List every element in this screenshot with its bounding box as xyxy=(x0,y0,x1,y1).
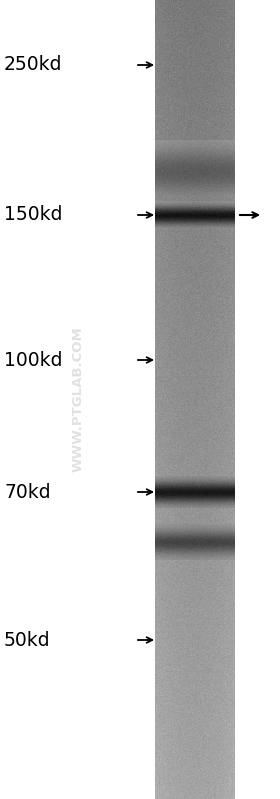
Text: 50kd: 50kd xyxy=(4,630,51,650)
Text: 100kd: 100kd xyxy=(4,351,62,369)
Text: 250kd: 250kd xyxy=(4,55,62,74)
Text: WWW.PTGLAB.COM: WWW.PTGLAB.COM xyxy=(71,327,85,472)
Text: 70kd: 70kd xyxy=(4,483,51,502)
Text: 150kd: 150kd xyxy=(4,205,62,225)
